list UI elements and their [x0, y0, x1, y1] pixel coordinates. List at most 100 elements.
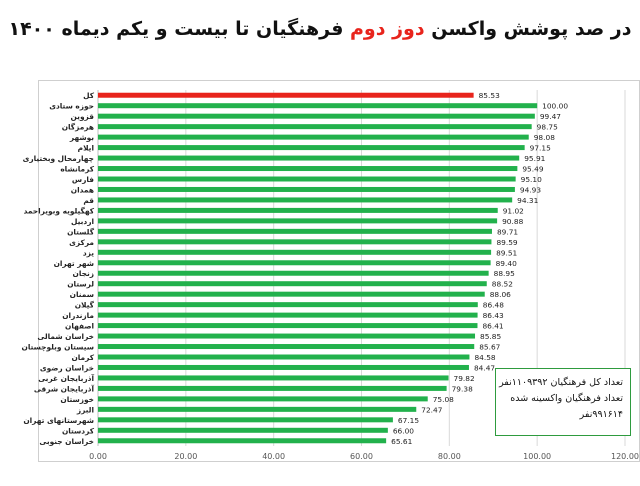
- bar-5: [98, 145, 525, 151]
- value-label-10: 94.31: [517, 196, 538, 205]
- bar-30: [98, 406, 417, 412]
- bar-0: [98, 92, 474, 98]
- bar-32: [98, 427, 388, 433]
- bar-16: [98, 260, 491, 266]
- category-label-19: سمنان: [70, 290, 94, 299]
- value-label-21: 86.43: [483, 311, 504, 320]
- value-label-30: 72.47: [421, 405, 442, 414]
- category-label-6: چهارمحال وبختیاری: [23, 154, 94, 163]
- category-label-17: زنجان: [73, 269, 94, 278]
- bar-25: [98, 354, 470, 360]
- value-label-17: 88.95: [494, 269, 515, 278]
- category-label-18: لرستان: [67, 280, 94, 289]
- value-label-1: 100.00: [542, 102, 568, 111]
- category-label-14: مرکزی: [69, 238, 94, 247]
- bar-24: [98, 344, 475, 350]
- category-label-20: گیلان: [75, 301, 95, 310]
- note-line-3: ۹۹۱۶۱۴نفر: [579, 409, 623, 420]
- bar-1: [98, 103, 538, 109]
- chart-title: در صد پوشش واکسن دوز دوم فرهنگیان تا بیس…: [0, 18, 640, 40]
- bar-14: [98, 239, 492, 245]
- category-label-3: هرمزگان: [62, 123, 94, 132]
- x-tick-label-0: 0.00: [89, 452, 107, 461]
- bar-8: [98, 176, 516, 182]
- x-tick-label-6: 120.00: [611, 452, 639, 461]
- value-label-31: 67.15: [398, 416, 419, 425]
- value-label-5: 97.15: [530, 144, 551, 153]
- value-label-8: 95.10: [521, 175, 542, 184]
- bar-23: [98, 333, 476, 339]
- category-label-30: البرز: [76, 405, 94, 414]
- category-label-10: قم: [83, 196, 94, 205]
- category-label-1: حوزه ستادی: [49, 102, 94, 111]
- value-label-4: 98.08: [534, 133, 555, 142]
- bar-27: [98, 375, 449, 381]
- note-line-1: تعداد کل فرهنگیان ۱۱۰۹۳۹۲نفر: [499, 377, 623, 388]
- category-label-16: شهر تهران: [54, 259, 94, 268]
- bar-6: [98, 155, 520, 161]
- value-label-28: 79.38: [452, 384, 473, 393]
- value-label-32: 66.00: [393, 426, 414, 435]
- summary-note-box: تعداد کل فرهنگیان ۱۱۰۹۳۹۲نفر تعداد فرهنگ…: [495, 368, 631, 436]
- category-label-23: خراسان شمالی: [37, 332, 94, 341]
- category-label-29: خوزستان: [60, 395, 94, 404]
- value-label-33: 65.61: [391, 437, 412, 446]
- bar-26: [98, 364, 469, 370]
- value-label-12: 90.88: [502, 217, 523, 226]
- bar-20: [98, 302, 478, 308]
- category-label-27: آذربایجان غربی: [38, 373, 94, 383]
- bar-3: [98, 124, 532, 130]
- bar-12: [98, 218, 498, 224]
- value-label-26: 84.47: [474, 363, 495, 372]
- value-label-2: 99.47: [540, 112, 561, 121]
- bar-21: [98, 312, 478, 318]
- value-label-18: 88.52: [492, 280, 513, 289]
- x-tick-label-1: 20.00: [174, 452, 197, 461]
- category-label-13: گلستان: [67, 227, 95, 236]
- title-part2: فرهنگیان تا بیست و یکم دیماه ۱۴۰۰: [8, 18, 350, 40]
- bar-22: [98, 323, 478, 329]
- category-label-28: آذربایجان شرقی: [34, 383, 95, 393]
- value-label-15: 89.51: [496, 248, 517, 257]
- value-label-7: 95.49: [522, 165, 543, 174]
- title-part1: در صد پوشش واکسن: [424, 18, 632, 40]
- value-label-0: 85.53: [479, 91, 500, 100]
- bar-19: [98, 291, 485, 297]
- category-label-24: سیستان وبلوچستان: [22, 343, 94, 352]
- value-label-20: 86.48: [483, 301, 504, 310]
- bar-29: [98, 396, 428, 402]
- category-label-31: شهرستانهای تهران: [23, 416, 94, 425]
- category-label-11: کهگیلویه وبویراحمد: [24, 206, 95, 215]
- category-label-8: فارس: [72, 175, 94, 184]
- category-label-33: خراسان جنوبی: [39, 437, 94, 446]
- bar-15: [98, 249, 492, 255]
- bar-4: [98, 134, 529, 140]
- category-label-9: همدان: [71, 185, 94, 194]
- value-label-27: 79.82: [454, 374, 475, 383]
- value-label-13: 89.71: [497, 227, 518, 236]
- bar-10: [98, 197, 513, 203]
- x-tick-label-3: 60.00: [350, 452, 373, 461]
- value-label-22: 86.41: [482, 322, 503, 331]
- category-label-25: کرمان: [71, 353, 94, 362]
- x-tick-label-4: 80.00: [438, 452, 461, 461]
- category-label-15: یزد: [83, 248, 94, 257]
- value-label-19: 88.06: [490, 290, 511, 299]
- category-label-21: مازندران: [62, 311, 94, 320]
- bar-13: [98, 228, 492, 234]
- title-highlight: دوز دوم: [350, 18, 425, 40]
- value-label-11: 91.02: [503, 206, 524, 215]
- note-line-2: تعداد فرهنگیان واکسینه شده: [510, 393, 623, 404]
- value-label-14: 89.59: [496, 238, 517, 247]
- value-label-24: 85.67: [479, 343, 500, 352]
- bar-28: [98, 385, 447, 391]
- category-label-12: اردبیل: [71, 217, 94, 226]
- value-label-23: 85.85: [480, 332, 501, 341]
- category-label-4: بوشهر: [69, 133, 94, 142]
- bar-2: [98, 113, 535, 119]
- value-label-3: 98.75: [537, 123, 558, 132]
- value-label-29: 75.08: [433, 395, 454, 404]
- value-label-16: 89.40: [496, 259, 517, 268]
- category-label-22: اصفهان: [65, 322, 94, 331]
